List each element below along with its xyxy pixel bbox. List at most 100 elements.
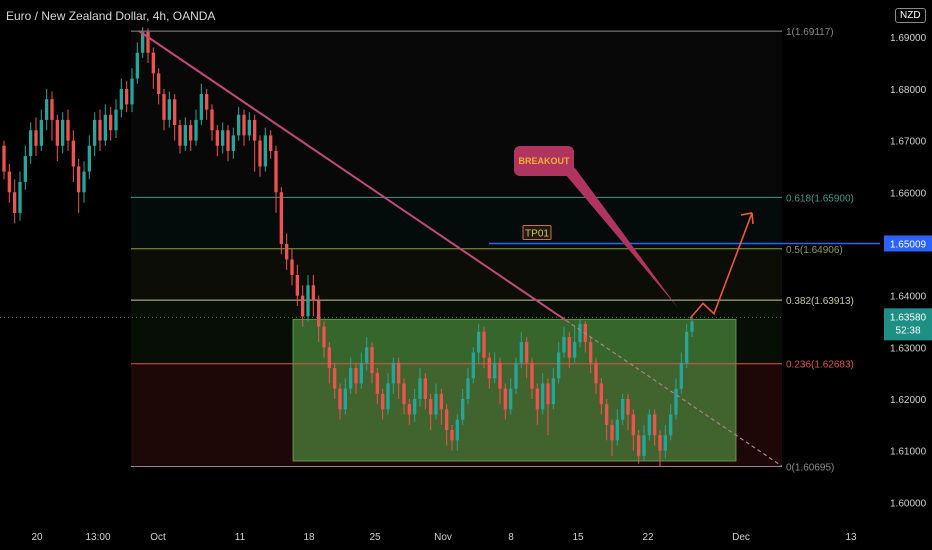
fib-band [131,248,782,301]
candle-body [413,398,417,415]
candle-body [178,125,182,146]
candle-body [199,94,203,120]
candle-body [34,130,38,146]
price-tick-label: 1.69000 [890,33,927,44]
fib-label: 0.5(1.64906) [786,245,843,256]
time-axis[interactable]: 20 13:00 Oct 11 18 25 Nov 8 15 22 Dec 13 [31,532,857,543]
candle-body [653,414,657,436]
candle-body [274,150,278,193]
fib-labels: 1(1.69117) 0.618(1.65900) 0.5(1.64906) 0.38… [786,27,854,473]
price-tick-label: 1.67000 [890,137,927,148]
candle-body [658,435,662,451]
candle-body [173,99,177,126]
candle-body [311,285,315,301]
price-tick-label: 1.62000 [890,395,927,406]
callout-label: BREAKOUT [519,156,571,166]
candle-body [391,362,395,384]
candle-body [573,342,577,358]
candle-body [402,383,406,405]
candle-body [327,347,331,368]
tp-label: TP01 [525,228,549,239]
candle-body [205,94,209,110]
candle-body [599,383,603,405]
breakout-callout[interactable]: BREAKOUT [514,146,678,308]
candle-body [247,119,251,136]
candle-body [551,378,555,405]
time-tick-label: 18 [303,532,315,543]
trendline[interactable] [138,30,567,322]
candle-body [439,393,443,410]
candle-body [509,388,513,410]
range-box [292,318,737,462]
candle-body [429,398,433,415]
callout-box [514,146,574,176]
time-tick-label: 11 [235,532,246,543]
time-tick-label: 20 [31,532,43,543]
candle-body [103,114,107,141]
candle-body [157,73,161,95]
candle-body [626,398,630,415]
tp-price-badge [884,235,932,252]
price-axis[interactable]: 1.690001.680001.670001.660001.650001.640… [890,33,927,509]
fib-lines [131,30,782,467]
candle-body [669,414,673,436]
countdown-label: 52:38 [895,325,920,336]
candle-body [130,78,134,105]
candle-body [541,383,545,410]
price-tick-label: 1.66000 [890,188,927,199]
candle-body [461,398,465,420]
candle-body [322,326,326,348]
candle-body [114,109,118,131]
tp-label-box [522,224,552,240]
fib-label: 0(1.60695) [786,462,834,473]
candle-body [375,373,379,394]
candle-body [535,388,539,410]
current-price-badge [884,308,932,341]
candle-body [29,130,33,157]
candle-body [55,119,59,146]
candle-body [231,135,235,151]
candle-body [519,342,523,363]
candle-body [514,362,518,389]
candle-body [397,362,401,384]
candle-body [498,362,502,389]
candle-body [333,367,337,389]
candle-body [370,347,374,374]
candle-body [349,367,353,389]
price-tick-label: 1.68000 [890,85,927,96]
candle-body [493,362,497,379]
candle-body [82,171,86,193]
candle-body [343,388,347,410]
candle-body [151,52,155,74]
callout-tail [560,168,678,308]
candle-body [167,99,171,120]
candle-body [317,300,321,327]
candle-body [621,398,625,420]
candle-body [359,362,363,384]
time-tick-label: Dec [732,532,750,543]
price-tick-label: 1.61000 [890,447,927,458]
currency-badge[interactable]: NZD [895,8,926,23]
price-tick-label: 1.63000 [890,343,927,354]
candle-body [221,130,225,146]
candle-body [237,114,241,136]
candle-body [215,130,219,146]
current-price-label: 1.63580 [890,312,927,323]
candle-body [135,52,139,79]
candle-body [615,419,619,441]
time-tick-label: Oct [150,532,166,543]
candle-body [194,119,198,141]
candle-body [578,324,582,343]
candle-body [663,435,667,451]
axis-badges: 1.65009 1.63580 52:38 [884,235,932,341]
fib-label: 0.382(1.63913) [786,296,854,307]
time-tick-label: 15 [572,532,584,543]
candle-body [690,321,694,332]
candle-body [381,393,385,410]
projection-arrowhead [740,212,754,225]
time-tick-label: 22 [642,532,654,543]
candle-body [39,119,43,146]
time-tick-label: 13:00 [85,532,110,543]
projection-path[interactable] [689,212,753,319]
